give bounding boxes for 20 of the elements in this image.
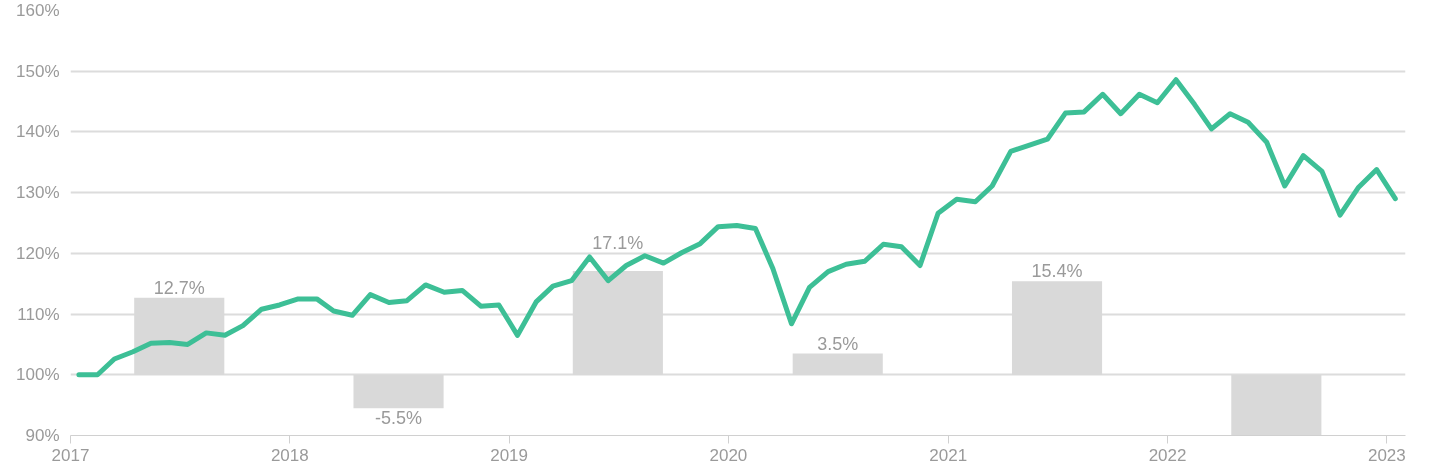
y-tick-label: 130%	[16, 183, 60, 203]
y-tick-label: 150%	[16, 61, 60, 81]
data-label: -5.5%	[375, 408, 423, 429]
data-label: 17.1%	[592, 233, 644, 254]
x-tick-label: 2021	[929, 445, 968, 465]
x-tick-label: 2019	[490, 445, 529, 465]
y-tick-label: 100%	[16, 365, 60, 385]
data-label: 12.7%	[153, 277, 205, 298]
y-tick-label: 90%	[25, 426, 60, 445]
x-tick-label: 2017	[51, 445, 90, 465]
y-tick-label: 110%	[17, 304, 60, 324]
y-tick-label: 120%	[16, 243, 60, 263]
data-label: 3.5%	[817, 333, 859, 354]
x-tick-label: 2022	[1148, 445, 1187, 465]
y-tick-label: 140%	[16, 122, 60, 142]
x-tick-label: 2020	[709, 445, 748, 465]
x-tick-label: 2018	[270, 445, 309, 465]
x-tick-label: 2023	[1367, 445, 1406, 465]
y-tick-label: 160%	[16, 1, 60, 20]
data-label: 15.4%	[1031, 261, 1083, 282]
